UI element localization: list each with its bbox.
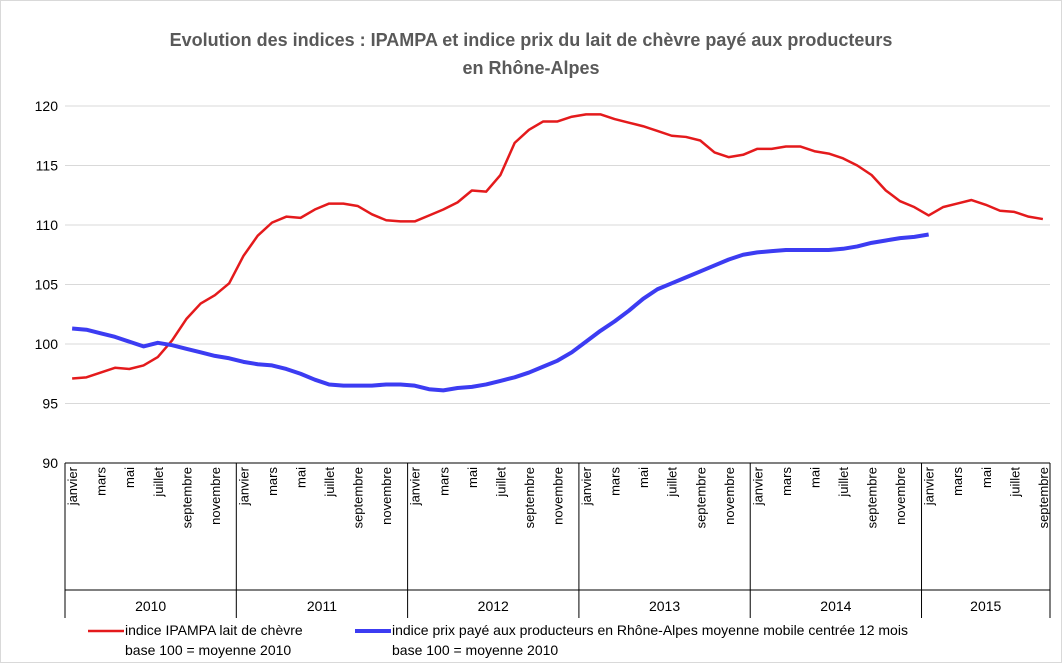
group-label: 2010	[135, 598, 166, 614]
x-tick-label: septembre	[351, 467, 366, 528]
y-tick-label: 110	[36, 217, 59, 233]
x-tick-label: juillet	[151, 467, 166, 498]
group-label: 2013	[649, 598, 680, 614]
x-tick-label: janvier	[408, 466, 423, 506]
x-tick-label: mars	[94, 467, 109, 496]
x-tick-label: mars	[608, 467, 623, 496]
x-tick-label: mai	[465, 467, 480, 488]
y-tick-label: 95	[42, 396, 58, 412]
x-tick-label: novembre	[208, 467, 223, 525]
x-tick-label: mai	[979, 467, 994, 488]
x-tick-label: novembre	[893, 467, 908, 525]
x-tick-label: juillet	[665, 467, 680, 498]
x-tick-label: septembre	[865, 467, 880, 528]
x-tick-label: janvier	[579, 466, 594, 506]
group-label: 2011	[307, 598, 337, 614]
x-tick-label: mars	[265, 467, 280, 496]
group-label: 2012	[478, 598, 509, 614]
x-tick-label: novembre	[379, 467, 394, 525]
group-label: 2015	[970, 598, 1001, 614]
legend-label: indice IPAMPA lait de chèvre base 100 = …	[125, 622, 303, 658]
x-tick-label: janvier	[750, 466, 765, 506]
y-tick-label: 105	[35, 277, 59, 293]
x-tick-label: juillet	[493, 467, 508, 498]
x-tick-label: mai	[807, 467, 822, 488]
group-label: 2014	[820, 598, 851, 614]
x-tick-label: novembre	[551, 467, 566, 525]
x-tick-label: mars	[436, 467, 451, 496]
y-tick-label: 120	[35, 98, 59, 114]
x-tick-label: janvier	[65, 466, 80, 506]
x-tick-label: mai	[294, 467, 309, 488]
x-tick-label: mars	[779, 467, 794, 496]
x-tick-label: juillet	[836, 467, 851, 498]
x-tick-label: juillet	[1007, 467, 1022, 498]
x-tick-label: septembre	[693, 467, 708, 528]
x-tick-label: septembre	[179, 467, 194, 528]
x-tick-label: mars	[950, 467, 965, 496]
x-tick-label: juillet	[322, 467, 337, 498]
x-tick-label: janvier	[922, 466, 937, 506]
x-tick-label: mai	[636, 467, 651, 488]
x-tick-label: novembre	[722, 467, 737, 525]
x-tick-label: septembre	[1036, 467, 1051, 528]
x-tick-label: mai	[122, 467, 137, 488]
y-tick-label: 100	[35, 336, 59, 352]
series-line	[72, 113, 1044, 380]
legend-label: indice prix payé aux producteurs en Rhôn…	[392, 622, 908, 658]
y-tick-label: 90	[42, 455, 58, 471]
y-tick-label: 115	[36, 158, 59, 174]
series-line	[71, 232, 929, 393]
chart-title: Evolution des indices : IPAMPA et indice…	[170, 30, 893, 78]
x-tick-label: janvier	[236, 466, 251, 506]
x-tick-label: septembre	[522, 467, 537, 528]
